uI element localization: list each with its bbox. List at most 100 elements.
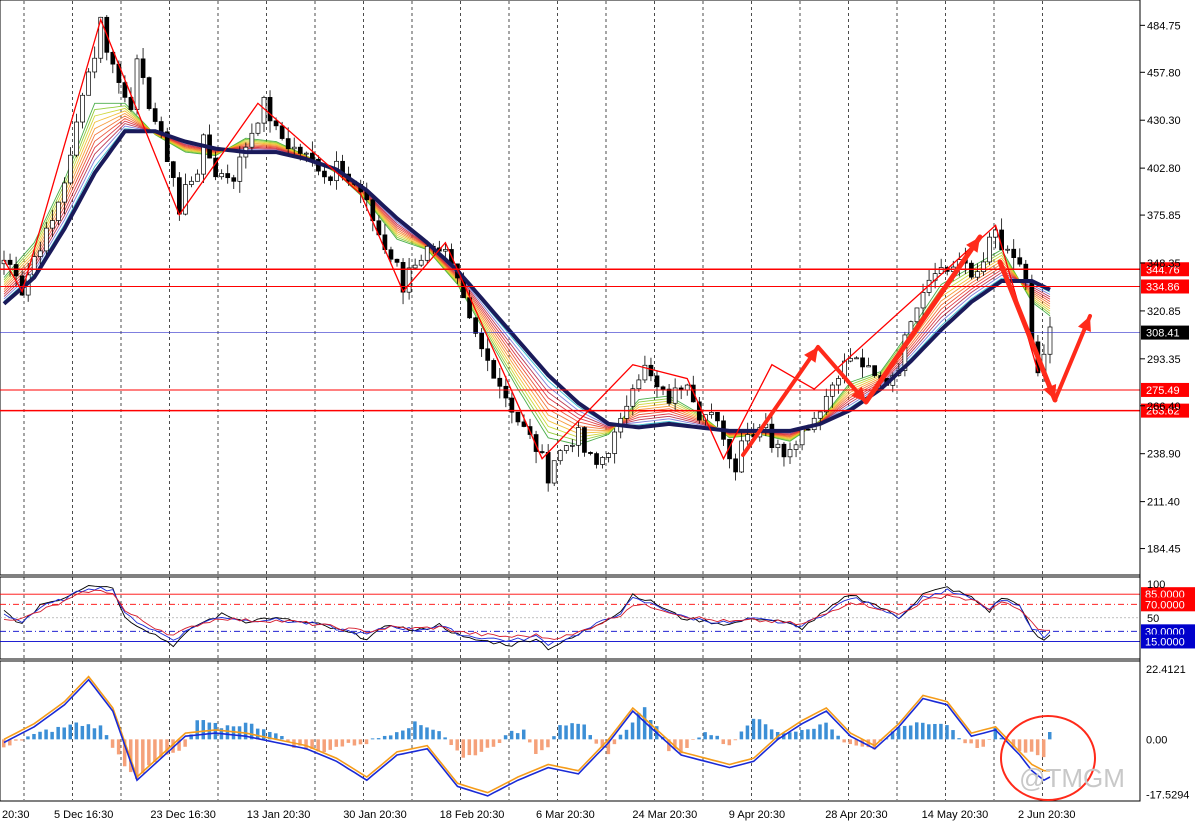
macd-histogram-bar bbox=[340, 739, 345, 747]
candle-body bbox=[50, 220, 55, 229]
macd-histogram-bar bbox=[395, 732, 399, 740]
macd-histogram-bar bbox=[370, 738, 375, 740]
macd-histogram-bar bbox=[68, 724, 73, 740]
candle-body bbox=[557, 450, 563, 462]
macd-histogram-bar bbox=[914, 722, 919, 740]
candle-body bbox=[648, 364, 654, 377]
macd-histogram-bar bbox=[213, 722, 218, 740]
macd-histogram-bar bbox=[540, 739, 544, 751]
candle-body bbox=[497, 377, 503, 387]
x-tick-label: 28 Apr 20:30 bbox=[825, 809, 887, 821]
oscillator-tick-label: 50 bbox=[1147, 613, 1159, 625]
candle-body bbox=[1011, 248, 1017, 258]
macd-histogram-bar bbox=[806, 729, 810, 740]
macd-histogram-bar bbox=[116, 739, 121, 755]
candle-body bbox=[684, 384, 690, 391]
candle-body bbox=[86, 71, 91, 96]
macd-histogram-bar bbox=[812, 728, 816, 740]
macd-histogram-bar bbox=[552, 736, 556, 740]
current-price-label: 308.41 bbox=[1146, 328, 1180, 340]
macd-histogram-bar bbox=[50, 731, 54, 740]
candle-body bbox=[672, 387, 678, 404]
candle-body bbox=[987, 236, 992, 263]
macd-histogram-bar bbox=[110, 739, 115, 748]
candle-body bbox=[122, 82, 128, 98]
macd-histogram-bar bbox=[648, 719, 653, 740]
candle-body bbox=[37, 250, 43, 257]
highlight-circle bbox=[1000, 715, 1096, 801]
macd-histogram-bar bbox=[159, 739, 163, 758]
macd-histogram-bar bbox=[896, 727, 901, 740]
oscillator-line bbox=[3, 589, 1051, 640]
candle-body bbox=[630, 388, 636, 407]
candle-body bbox=[412, 264, 418, 269]
macd-histogram-bar bbox=[576, 723, 580, 740]
candle-body bbox=[291, 146, 297, 150]
macd-pane[interactable] bbox=[0, 660, 1141, 802]
candle-body bbox=[285, 138, 291, 150]
y-tick-label: 211.40 bbox=[1147, 497, 1180, 509]
macd-histogram-bar bbox=[588, 735, 592, 740]
macd-histogram-bar bbox=[697, 737, 701, 740]
candle-body bbox=[170, 161, 176, 178]
macd-histogram-bar bbox=[243, 722, 248, 740]
macd-histogram-bar bbox=[642, 707, 647, 740]
price-level-tag bbox=[1141, 262, 1189, 277]
macd-histogram-bar bbox=[534, 739, 538, 754]
macd-histogram-bar bbox=[201, 720, 206, 740]
x-tick-label: 13 Jan 20:30 bbox=[247, 809, 311, 821]
macd-histogram-bar bbox=[836, 735, 840, 740]
macd-histogram-bar bbox=[62, 727, 66, 740]
macd-histogram-bar bbox=[425, 727, 429, 740]
macd-histogram-bar bbox=[600, 739, 605, 748]
macd-histogram-bar bbox=[413, 721, 417, 740]
candle-body bbox=[733, 458, 738, 473]
y-tick-label: 266.40 bbox=[1147, 401, 1181, 413]
candle-body bbox=[406, 267, 412, 293]
candle-body bbox=[322, 170, 327, 178]
x-tick-label: 2 Jun 20:30 bbox=[1018, 809, 1076, 821]
candle-body bbox=[860, 357, 865, 368]
macd-histogram-bar bbox=[165, 739, 169, 755]
macd-histogram-bar bbox=[612, 739, 617, 745]
x-tick-label: 9 Apr 20:30 bbox=[729, 809, 785, 821]
y-tick-label: 348.35 bbox=[1147, 258, 1181, 270]
oscillator-level-label: 15.0000 bbox=[1145, 636, 1185, 648]
candle-body bbox=[569, 444, 575, 447]
macd-histogram-bar bbox=[376, 738, 381, 740]
macd-histogram-bar bbox=[981, 739, 985, 747]
candle-body bbox=[787, 449, 793, 458]
price-level-label: 334.86 bbox=[1146, 282, 1180, 294]
macd-histogram-bar bbox=[122, 739, 127, 767]
candle-body bbox=[606, 453, 611, 458]
macd-histogram-bar bbox=[358, 739, 363, 745]
candle-body bbox=[491, 360, 497, 379]
oscillator-tick-label: 100 bbox=[1147, 579, 1165, 591]
macd-histogram-bar bbox=[26, 736, 30, 740]
candle-body bbox=[975, 271, 980, 278]
candle-body bbox=[545, 452, 551, 484]
macd-histogram-bar bbox=[147, 739, 151, 766]
macd-histogram-bar bbox=[908, 725, 913, 740]
x-tick-label: 14 May 20:30 bbox=[922, 809, 989, 821]
macd-histogram-bar bbox=[44, 729, 48, 740]
macd-histogram-bar bbox=[794, 731, 798, 740]
macd-histogram-bar bbox=[304, 739, 308, 750]
candle-body bbox=[981, 261, 986, 273]
candle-body bbox=[128, 97, 134, 110]
macd-histogram-bar bbox=[830, 729, 834, 740]
macd-histogram-bar bbox=[14, 739, 18, 741]
macd-histogram-bar bbox=[933, 723, 937, 740]
price-level-label: 263.62 bbox=[1146, 406, 1180, 418]
macd-histogram-bar bbox=[1017, 739, 1022, 752]
macd-histogram-bar bbox=[86, 724, 91, 740]
candle-body bbox=[745, 434, 751, 442]
macd-histogram-bar bbox=[419, 725, 423, 740]
annotation-arrowhead bbox=[851, 386, 866, 402]
macd-histogram-bar bbox=[902, 725, 907, 740]
candle-body bbox=[68, 154, 73, 184]
macd-histogram-bar bbox=[528, 739, 532, 743]
macd-histogram-bar bbox=[521, 729, 526, 740]
